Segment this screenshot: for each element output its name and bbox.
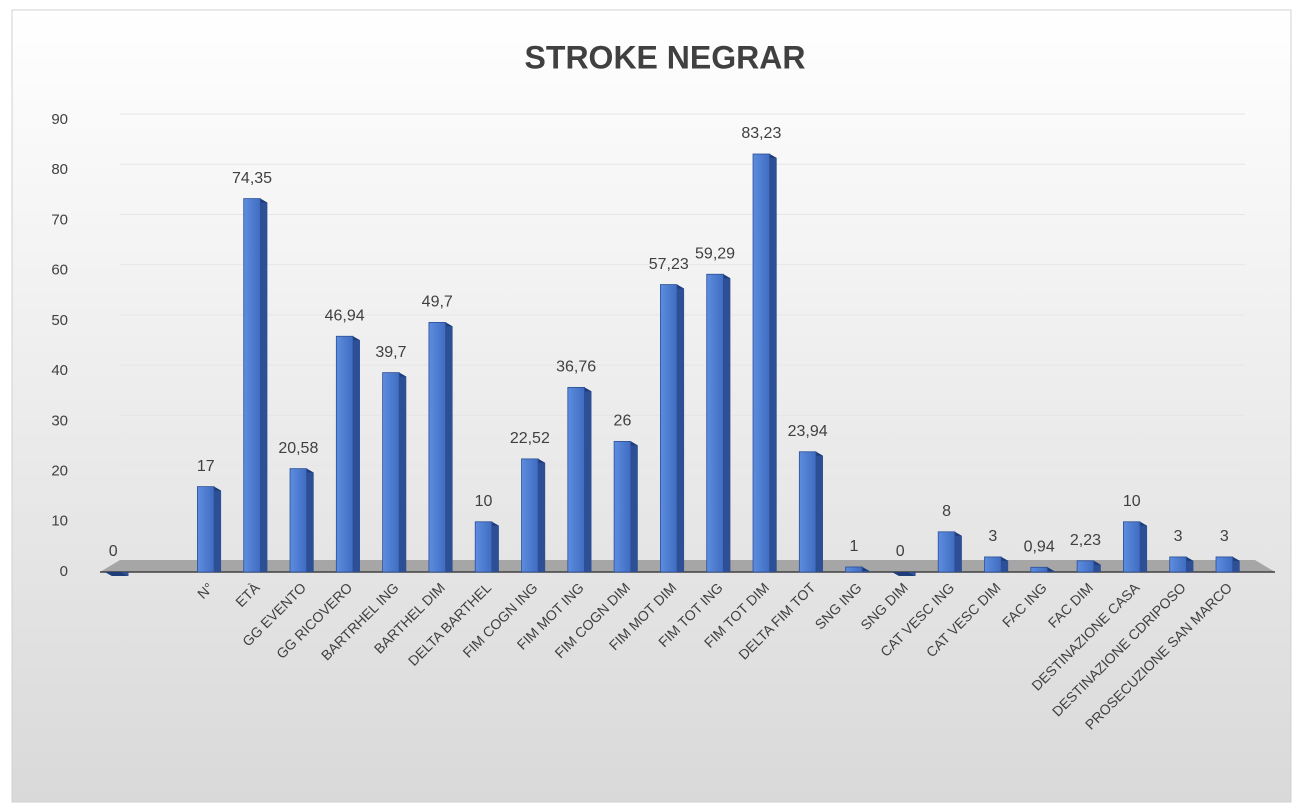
value-label: 1 [849, 538, 858, 555]
y-tick-label: 40 [51, 362, 68, 379]
bar [243, 198, 261, 573]
bar [660, 284, 678, 573]
value-label: 57,23 [649, 256, 689, 273]
y-tick-label: 20 [51, 463, 68, 480]
value-label: 0 [109, 543, 118, 560]
bar [567, 386, 585, 573]
bar-side [677, 284, 685, 572]
bar [1169, 556, 1187, 573]
bar-side [121, 572, 129, 576]
bar [289, 468, 308, 573]
value-label: 26 [614, 413, 632, 430]
bar-side [491, 521, 499, 572]
bar-side [214, 486, 222, 572]
bar [335, 335, 354, 573]
value-label: 74,35 [232, 170, 272, 187]
y-tick-label: 80 [51, 161, 68, 178]
background [11, 9, 1292, 803]
y-tick-label: 90 [51, 111, 68, 128]
value-label: 3 [988, 528, 997, 545]
value-label: 23,94 [788, 423, 828, 440]
bar [1215, 556, 1234, 573]
bar [474, 521, 493, 573]
value-label: 22,52 [510, 430, 550, 447]
bar-side [260, 198, 268, 572]
bar [1030, 566, 1048, 573]
y-tick-label: 0 [60, 563, 68, 580]
bar-side [538, 458, 546, 572]
value-label: 39,7 [375, 344, 406, 361]
bar [1123, 521, 1141, 573]
bar [428, 321, 446, 573]
value-label: 8 [942, 503, 951, 520]
bar-side [630, 441, 638, 572]
bar [1076, 560, 1095, 573]
bar [845, 566, 863, 573]
value-label: 59,29 [695, 245, 735, 262]
bar [382, 372, 400, 573]
bar-top [104, 572, 129, 576]
y-tick-label: 30 [51, 412, 68, 429]
y-tick-label: 60 [51, 262, 68, 279]
bar-top [891, 572, 916, 576]
bar [798, 451, 817, 573]
bar-side [954, 531, 962, 572]
bar-side [723, 274, 731, 572]
y-tick-label: 70 [51, 211, 68, 228]
bar [197, 486, 215, 573]
bar-side [815, 451, 823, 572]
bar [984, 556, 1002, 573]
value-label: 10 [1123, 493, 1141, 510]
bar-side [306, 468, 314, 572]
y-tick-label: 10 [51, 513, 68, 530]
value-label: 10 [475, 493, 493, 510]
bar-side [769, 154, 777, 573]
bar-side [584, 387, 592, 572]
value-label: 49,7 [422, 294, 453, 311]
chart-title: STROKE NEGRAR [525, 39, 806, 75]
bar [752, 153, 771, 573]
bar [937, 531, 956, 573]
bar-side [1140, 521, 1148, 572]
value-label: 0,94 [1024, 538, 1055, 555]
bar [706, 273, 724, 573]
value-label: 83,23 [741, 125, 781, 142]
value-label: 2,23 [1070, 532, 1101, 549]
value-label: 17 [197, 458, 215, 475]
value-label: 3 [1174, 528, 1183, 545]
bar-side [445, 322, 453, 572]
value-label: 3 [1220, 528, 1229, 545]
value-label: 36,76 [556, 359, 596, 376]
value-label: 0 [896, 543, 905, 560]
bar [613, 441, 632, 573]
bar [521, 458, 539, 573]
y-tick-label: 50 [51, 312, 68, 329]
bar-side [399, 372, 407, 572]
bar-side [352, 336, 360, 572]
value-label: 20,58 [278, 440, 318, 457]
value-label: 46,94 [325, 307, 365, 324]
